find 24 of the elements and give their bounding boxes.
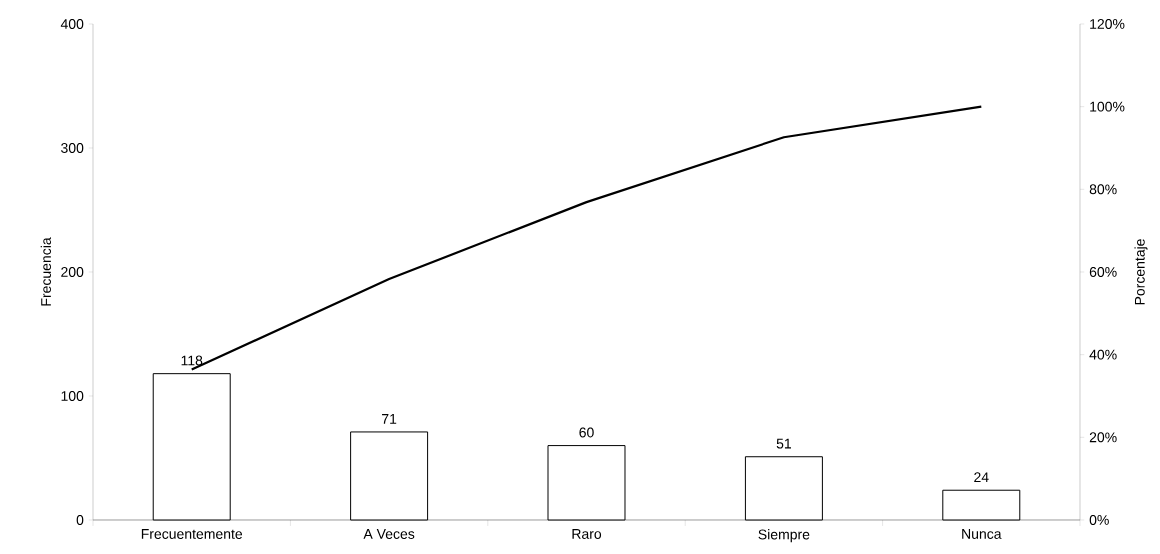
y2-tick-label: 80% [1089, 184, 1117, 195]
x-tick-label: Nunca [962, 529, 1002, 539]
x-tick-label: Raro [572, 529, 602, 539]
y2-tick-label: 100% [1090, 101, 1125, 112]
x-tick-label: Frecuentemente [141, 529, 243, 539]
data-label: 60 [579, 427, 594, 438]
x-tick-label: Siempre [758, 529, 810, 543]
data-label: 118 [181, 355, 203, 366]
y2-tick-label: 20% [1089, 432, 1117, 443]
y-tick-label: 200 [61, 267, 84, 277]
y2-tick-label: 40% [1089, 349, 1117, 360]
y2-axis-title: Porcentaje [1134, 239, 1148, 305]
y-tick-label: 400 [60, 19, 84, 29]
y-axis-title: Frecuencia [40, 237, 51, 306]
x-tick-label: A Veces [363, 529, 415, 539]
y-tick-label: 300 [61, 143, 84, 153]
y2-tick-label: 120% [1090, 19, 1125, 29]
y2-tick-label: 0% [1089, 515, 1109, 525]
data-label: 71 [382, 414, 397, 424]
data-label: 51 [776, 438, 791, 449]
y-tick-label: 0 [76, 515, 84, 525]
y-tick-label: 100 [61, 391, 84, 401]
y2-tick-label: 60% [1089, 267, 1117, 277]
data-label: 24 [974, 472, 989, 483]
